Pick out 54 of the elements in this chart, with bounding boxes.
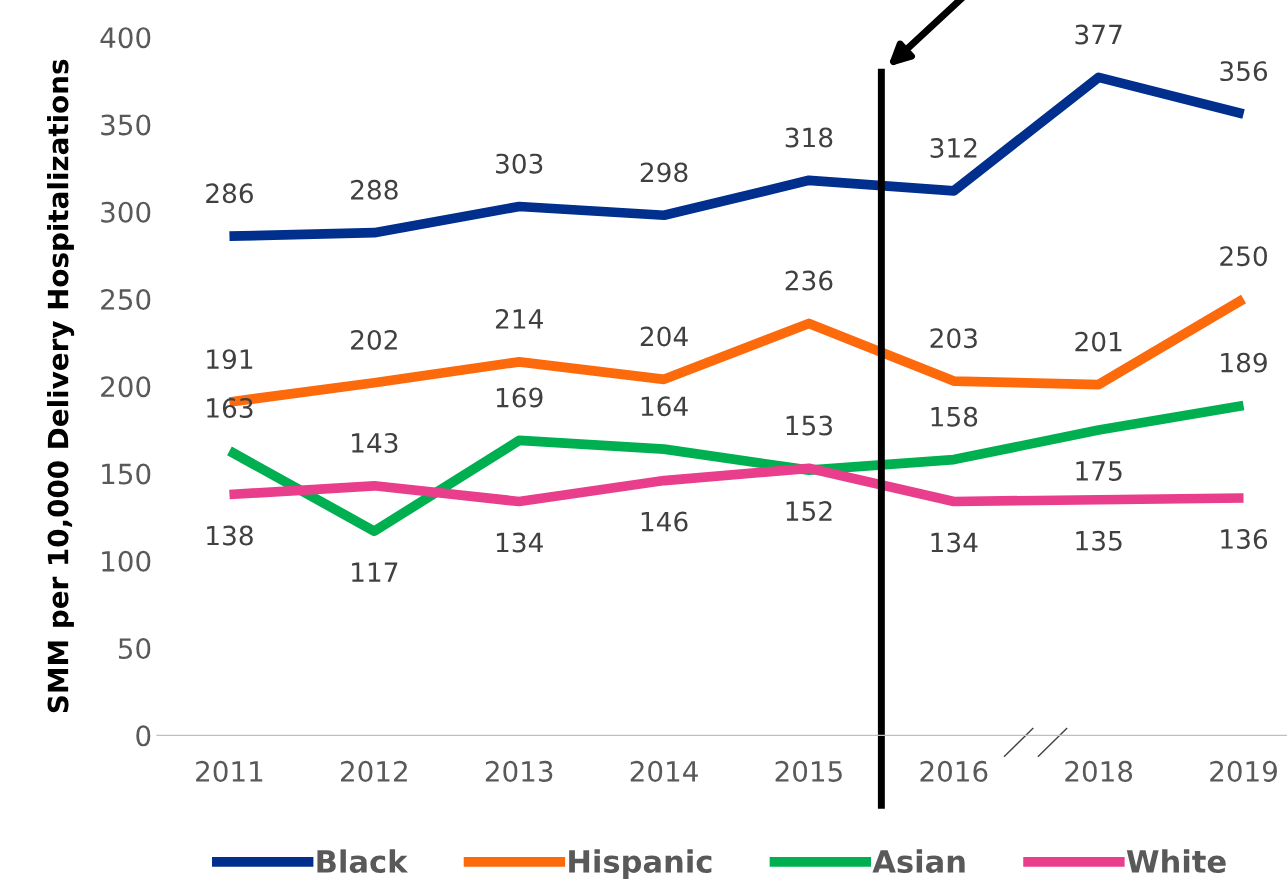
data-label: 377: [1075, 24, 1122, 45]
data-label: 288: [351, 179, 398, 200]
y-tick-label: 250: [101, 288, 151, 310]
data-label: 164: [641, 396, 688, 417]
y-tick-label: 150: [102, 463, 151, 485]
data-label: 312: [930, 137, 977, 158]
x-tick-label: 2014: [630, 760, 698, 782]
data-label: 134: [931, 532, 978, 553]
data-label: 356: [1220, 61, 1268, 82]
y-tick-label: 50: [118, 638, 151, 660]
data-label: 204: [640, 326, 688, 347]
x-tick-label: 2015: [775, 760, 842, 782]
data-label: 202: [351, 329, 397, 350]
data-label: 158: [931, 406, 978, 427]
y-axis-title: SMM per 10,000 Delivery Hospitalizations: [47, 59, 75, 713]
data-label: 236: [785, 270, 833, 291]
data-label: 138: [207, 525, 253, 546]
y-tick-label: 100: [102, 550, 151, 572]
legend-label: Hispanic: [569, 849, 712, 879]
x-tick-label: 2018: [1065, 760, 1133, 782]
legend-label: White: [1126, 849, 1226, 874]
data-label: 163: [207, 398, 253, 418]
data-label: 152: [786, 501, 832, 522]
data-label: 143: [352, 432, 398, 453]
data-label: 203: [930, 328, 977, 349]
data-label: 286: [206, 183, 253, 204]
y-tick-label: 300: [101, 201, 151, 223]
x-tick-label: 2013: [485, 760, 553, 782]
data-label: 117: [352, 562, 398, 582]
data-label: 318: [785, 127, 833, 148]
x-tick-label: 2011: [196, 760, 263, 782]
data-label: 146: [641, 511, 688, 532]
data-label: 175: [1076, 461, 1122, 481]
x-tick-label: 2012: [341, 760, 407, 782]
data-label: 153: [786, 415, 832, 436]
legend-label: Black: [317, 849, 409, 874]
data-label: 298: [640, 162, 688, 183]
data-label: 250: [1220, 246, 1267, 267]
legend-label: Asian: [872, 849, 965, 874]
y-tick-label: 350: [101, 114, 151, 136]
y-tick-label: 400: [100, 27, 151, 49]
data-label: 303: [496, 153, 543, 174]
data-label: 134: [496, 532, 543, 553]
x-tick-label: 2016: [920, 760, 988, 782]
data-label: 136: [1221, 529, 1268, 549]
y-tick-label: 200: [101, 376, 151, 398]
data-label: 169: [496, 387, 543, 408]
data-label: 201: [1075, 331, 1122, 352]
data-label: 214: [495, 309, 543, 329]
data-label: 189: [1221, 352, 1267, 373]
data-label: 135: [1076, 530, 1122, 551]
x-tick-label: 2019: [1210, 760, 1277, 782]
data-label: 191: [207, 349, 253, 370]
y-tick-label: 0: [136, 725, 151, 747]
